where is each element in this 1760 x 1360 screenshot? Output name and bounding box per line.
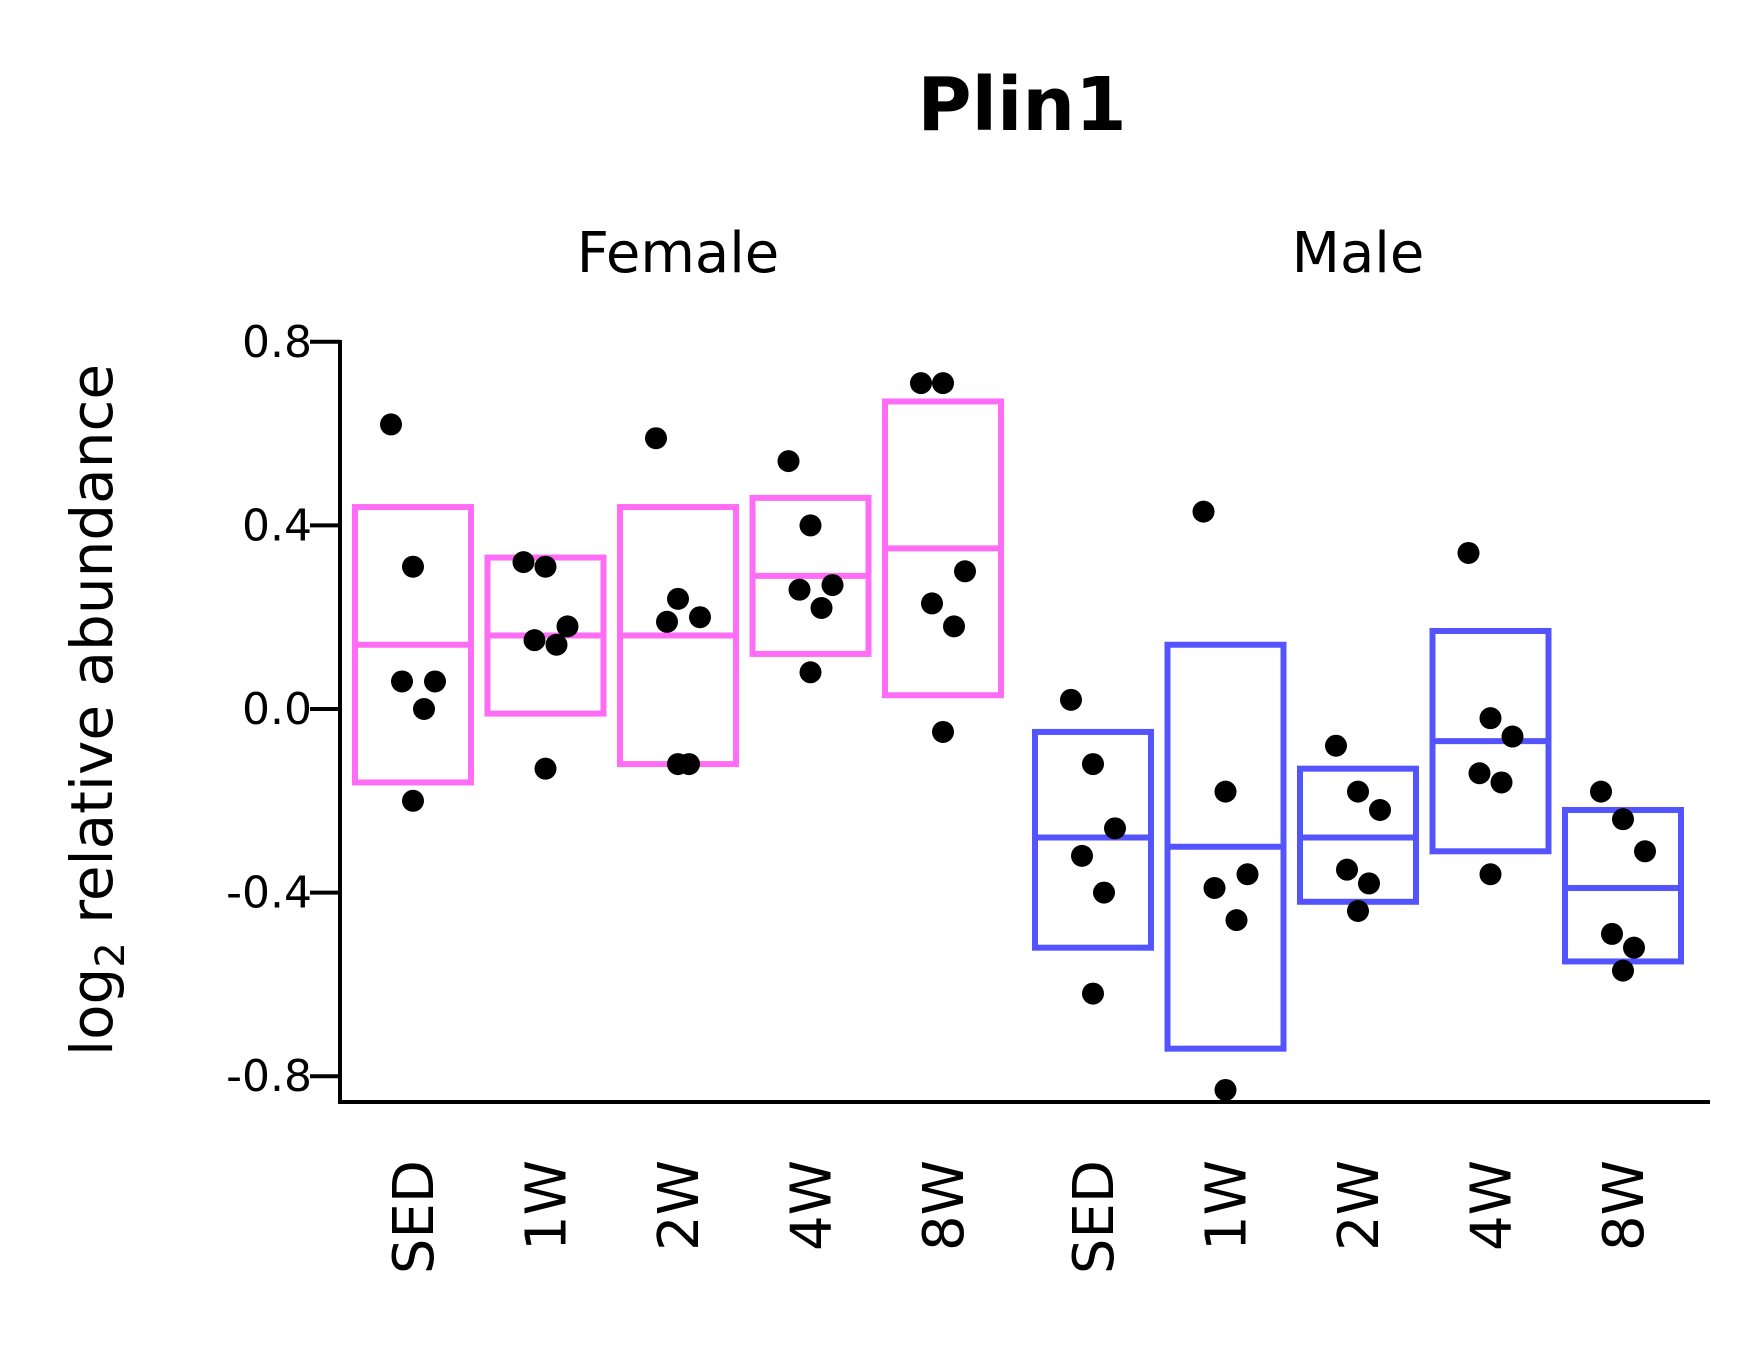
data-point bbox=[424, 670, 446, 693]
chart-title: Plin1 bbox=[917, 62, 1126, 148]
data-point bbox=[1214, 780, 1237, 803]
data-point bbox=[1214, 1078, 1237, 1101]
x-tick-label: 8W bbox=[1592, 1160, 1657, 1251]
data-point bbox=[1225, 909, 1248, 932]
data-point bbox=[1082, 753, 1104, 776]
data-point bbox=[391, 670, 413, 693]
data-point bbox=[656, 610, 678, 633]
data-point bbox=[921, 592, 943, 615]
x-tick-label: SED bbox=[1062, 1160, 1127, 1274]
y-tick-label: -0.8 bbox=[226, 1051, 312, 1102]
y-axis-label-log: log bbox=[58, 968, 126, 1056]
data-point bbox=[512, 551, 535, 574]
panel-label: Male bbox=[1292, 221, 1425, 286]
data-point bbox=[556, 615, 579, 638]
data-point bbox=[1468, 762, 1491, 785]
data-point bbox=[667, 753, 689, 776]
data-point bbox=[777, 450, 800, 473]
data-point bbox=[1601, 922, 1623, 945]
data-point bbox=[1612, 808, 1634, 831]
data-point bbox=[1192, 500, 1215, 523]
x-tick-label: 2W bbox=[1327, 1160, 1392, 1251]
data-point bbox=[534, 555, 557, 578]
data-point bbox=[1479, 707, 1502, 730]
data-point bbox=[943, 615, 965, 638]
y-tick-label: 0.8 bbox=[242, 317, 312, 368]
data-point bbox=[1325, 734, 1347, 757]
data-point bbox=[954, 560, 976, 583]
data-point bbox=[523, 629, 546, 652]
data-point bbox=[810, 597, 833, 620]
data-point bbox=[534, 757, 557, 780]
data-point bbox=[402, 555, 424, 578]
data-point bbox=[402, 789, 424, 812]
data-point bbox=[545, 633, 568, 656]
x-tick-label: 1W bbox=[1195, 1160, 1260, 1251]
x-tick-label: 2W bbox=[647, 1160, 712, 1251]
panels: Female SED 1W 2W 4W 8W Male SED 1W 2W 4W 8W bbox=[352, 221, 1684, 1274]
data-point bbox=[1336, 858, 1358, 881]
data-point bbox=[821, 574, 844, 597]
data-point bbox=[1347, 780, 1369, 803]
y-tick-label: -0.4 bbox=[226, 868, 312, 919]
data-point bbox=[799, 514, 822, 537]
data-point bbox=[1623, 936, 1645, 959]
x-tick-label: 4W bbox=[780, 1160, 845, 1251]
data-point bbox=[1060, 688, 1082, 711]
data-point bbox=[1236, 863, 1259, 886]
y-axis-label: log2 relative abundance bbox=[58, 364, 134, 1056]
x-tick-label: SED bbox=[382, 1160, 447, 1274]
data-point bbox=[380, 413, 402, 436]
panel-male: Male SED 1W 2W 4W 8W bbox=[1032, 221, 1684, 1274]
data-point bbox=[932, 372, 954, 395]
data-point bbox=[1093, 881, 1115, 904]
data-point bbox=[1369, 798, 1391, 821]
data-point bbox=[932, 720, 954, 743]
data-point bbox=[645, 427, 667, 450]
data-point bbox=[1634, 840, 1656, 863]
data-point bbox=[413, 698, 435, 720]
y-tick-label: 0.0 bbox=[242, 684, 312, 735]
data-point bbox=[1590, 780, 1612, 803]
data-point bbox=[1501, 725, 1524, 748]
data-point bbox=[1479, 863, 1502, 886]
y-tick-label: 0.4 bbox=[242, 500, 312, 551]
panel-label: Female bbox=[577, 221, 779, 286]
data-point bbox=[1457, 541, 1480, 564]
x-tick-label: 8W bbox=[912, 1160, 977, 1251]
data-point bbox=[788, 578, 811, 601]
data-point bbox=[1358, 872, 1380, 895]
data-point bbox=[1071, 844, 1093, 867]
y-axis-label-subscript: 2 bbox=[88, 942, 134, 967]
data-point bbox=[1612, 959, 1634, 982]
x-tick-label: 4W bbox=[1460, 1160, 1525, 1251]
data-point bbox=[667, 587, 689, 610]
data-point bbox=[1203, 877, 1226, 900]
y-axis-label-rest: relative abundance bbox=[58, 364, 126, 942]
data-point bbox=[1490, 771, 1513, 794]
data-point bbox=[910, 372, 932, 395]
x-tick-label: 1W bbox=[515, 1160, 580, 1251]
data-point bbox=[799, 661, 822, 684]
data-point bbox=[1347, 899, 1369, 922]
data-point bbox=[1104, 817, 1126, 840]
data-point bbox=[1082, 982, 1104, 1005]
panel-female: Female SED 1W 2W 4W 8W bbox=[352, 221, 1004, 1274]
axes: 0.8 0.4 0.0 -0.4 -0.8 bbox=[226, 317, 1710, 1104]
data-point bbox=[689, 606, 711, 629]
